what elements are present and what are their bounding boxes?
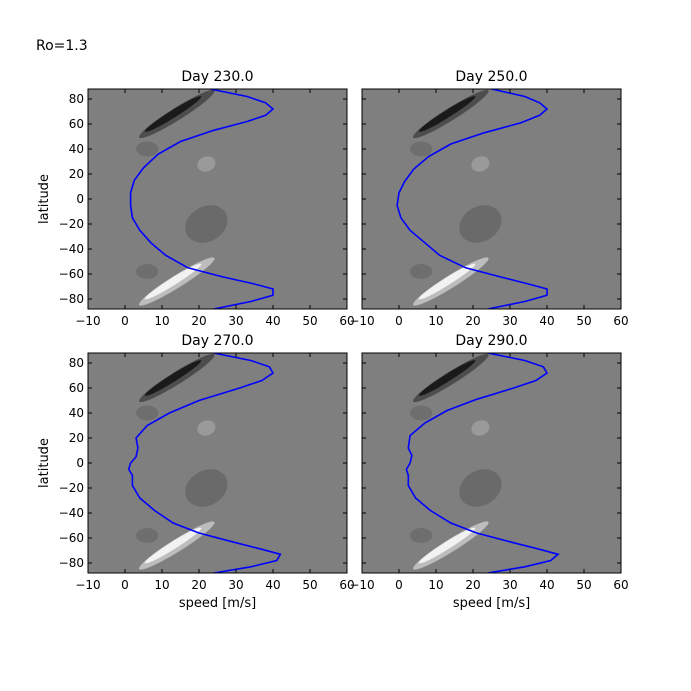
contour-background <box>362 89 621 309</box>
wind-profile-line <box>127 353 282 573</box>
x-tick-label: 10 <box>154 314 169 328</box>
contour-region <box>185 469 228 507</box>
x-axis-label: speed [m/s] <box>179 596 256 611</box>
x-tick-label: 50 <box>302 314 317 328</box>
y-tick-label: 20 <box>69 431 84 445</box>
x-tick-label: 50 <box>576 314 591 328</box>
x-tick-label: 30 <box>502 314 517 328</box>
wind-profile-line <box>405 353 560 573</box>
x-tick-label: 40 <box>539 314 554 328</box>
x-tick-label: 0 <box>395 314 403 328</box>
x-tick-label: 60 <box>339 314 354 328</box>
y-tick-label: 80 <box>69 356 84 370</box>
x-tick-label: 20 <box>191 578 206 592</box>
y-tick-label: 0 <box>76 192 84 206</box>
x-tick-label: −10 <box>75 578 100 592</box>
y-tick-label: 60 <box>69 381 84 395</box>
x-tick-label: 30 <box>228 578 243 592</box>
contour-background <box>88 353 347 573</box>
y-tick-label: 60 <box>69 117 84 131</box>
contour-region <box>144 96 202 132</box>
chart-panel-3: −10 0 10 20 30 40 50 60 80 60 40 20 0 −20 −40 −60 −80 Day… <box>37 333 355 611</box>
contour-background <box>362 353 621 573</box>
wind-profile-line <box>129 89 275 309</box>
x-tick-label: 50 <box>302 578 317 592</box>
x-tick-label: −10 <box>75 314 100 328</box>
x-tick-label: 10 <box>154 578 169 592</box>
x-tick-label: 30 <box>228 314 243 328</box>
chart-panel-4: −10 0 10 20 30 40 50 60 Day 290.0 speed [m/s] <box>349 333 628 611</box>
x-tick-label: 40 <box>539 578 554 592</box>
x-tick-label: 60 <box>613 314 628 328</box>
contour-region <box>410 528 433 543</box>
x-tick-label: 0 <box>121 314 129 328</box>
y-tick-label: −20 <box>59 217 84 231</box>
x-tick-label: 60 <box>613 578 628 592</box>
contour-region <box>418 527 476 564</box>
y-tick-label: −40 <box>59 506 84 520</box>
y-tick-label: −60 <box>59 531 84 545</box>
panel-title: Day 230.0 <box>181 69 253 85</box>
contour-region <box>459 469 502 507</box>
contour-region <box>459 205 502 243</box>
y-axis-label: latitude <box>37 438 52 488</box>
x-tick-label: 0 <box>395 578 403 592</box>
contour-region <box>418 96 476 132</box>
contour-region <box>144 360 202 396</box>
contour-region <box>144 527 202 564</box>
wind-profile-line <box>396 89 549 309</box>
contour-region <box>136 528 159 543</box>
contour-region <box>136 264 159 279</box>
x-tick-label: 20 <box>465 578 480 592</box>
x-tick-label: 50 <box>576 578 591 592</box>
contour-layer <box>410 353 502 570</box>
contour-region <box>410 405 433 421</box>
panel-title: Day 250.0 <box>455 69 527 85</box>
y-tick-label: 0 <box>76 456 84 470</box>
contour-region <box>136 405 159 421</box>
y-axis-label: latitude <box>37 174 52 224</box>
x-tick-label: 10 <box>428 578 443 592</box>
y-tick-label: 40 <box>69 406 84 420</box>
contour-region <box>410 141 433 157</box>
x-tick-label: 60 <box>339 578 354 592</box>
y-tick-label: 80 <box>69 92 84 106</box>
contour-region <box>471 420 490 436</box>
contour-region <box>136 141 159 157</box>
figure-label: Ro=1.3 <box>36 38 88 54</box>
contour-region <box>197 420 216 436</box>
panel-title: Day 290.0 <box>455 333 527 349</box>
contour-region <box>185 205 228 243</box>
y-tick-label: −80 <box>59 556 84 570</box>
x-tick-label: 10 <box>428 314 443 328</box>
x-tick-label: −10 <box>349 314 374 328</box>
y-tick-label: −80 <box>59 292 84 306</box>
contour-region <box>410 264 433 279</box>
contour-region <box>418 360 476 396</box>
contour-region <box>144 263 202 300</box>
y-tick-label: −20 <box>59 481 84 495</box>
x-tick-label: −10 <box>349 578 374 592</box>
y-tick-label: −40 <box>59 242 84 256</box>
x-tick-label: 20 <box>191 314 206 328</box>
contour-layer <box>136 353 228 570</box>
y-tick-label: 20 <box>69 167 84 181</box>
contour-region <box>471 156 490 172</box>
panel-title: Day 270.0 <box>181 333 253 349</box>
contour-region <box>418 263 476 300</box>
chart-panel-1: −10 0 10 20 30 40 50 60 80 60 40 20 0 −20 −40 −60 −80 Day… <box>37 69 355 328</box>
chart-panel-2: −10 0 10 20 30 40 50 60 Day 250.0 <box>349 69 628 328</box>
contour-region <box>197 156 216 172</box>
x-tick-label: 20 <box>465 314 480 328</box>
y-tick-label: −60 <box>59 267 84 281</box>
x-tick-label: 40 <box>265 578 280 592</box>
x-tick-label: 30 <box>502 578 517 592</box>
x-tick-label: 40 <box>265 314 280 328</box>
y-tick-label: 40 <box>69 142 84 156</box>
x-axis-label: speed [m/s] <box>453 596 530 611</box>
x-tick-label: 0 <box>121 578 129 592</box>
